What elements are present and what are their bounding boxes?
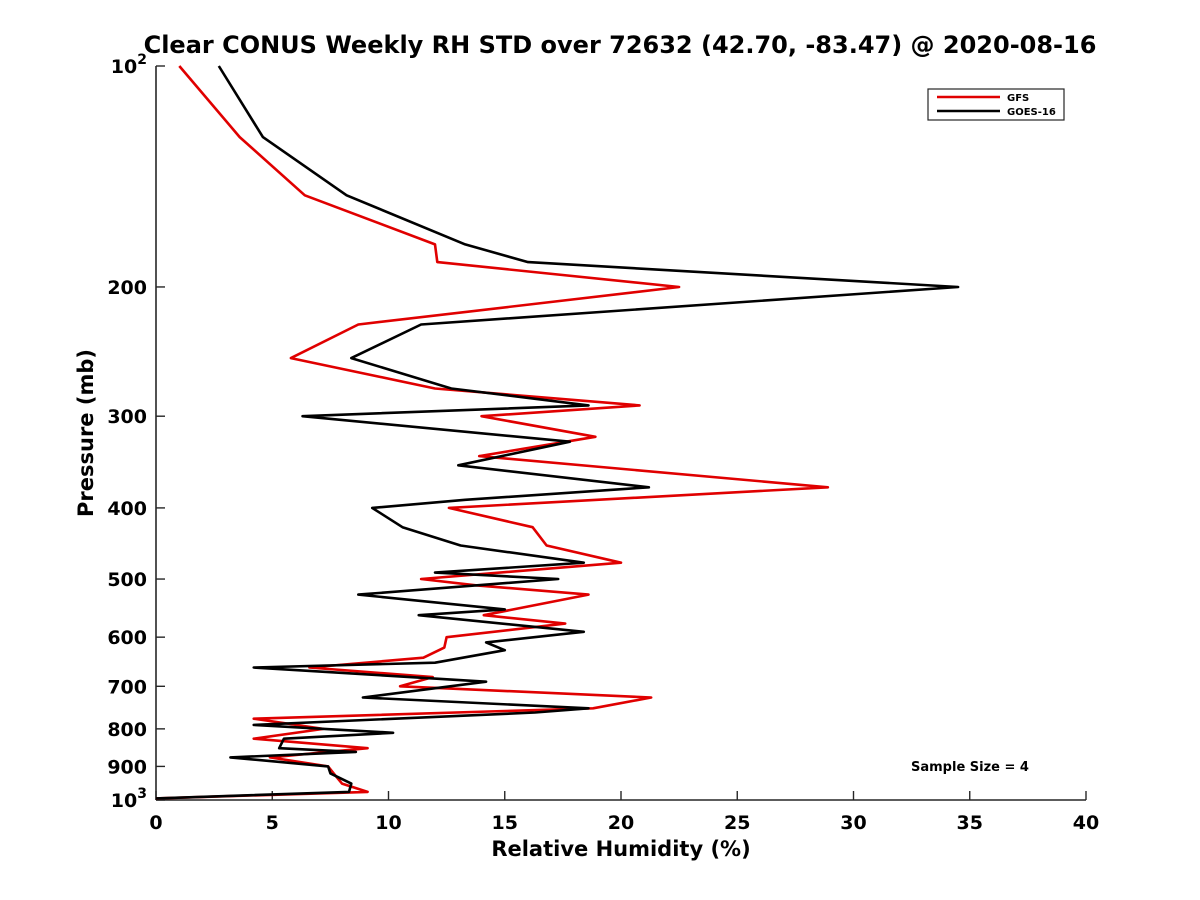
x-tick-label: 20: [608, 812, 634, 834]
legend-label-gfs: GFS: [1007, 93, 1029, 104]
y-tick-label: 800: [107, 719, 147, 741]
y-tick-label: 900: [107, 756, 147, 778]
plot-area: 0 5 10 15 20 25 30 35 40 10220030040050060070080…: [107, 52, 1099, 834]
y-tick-label: 102: [111, 52, 147, 78]
series-line-goes16: [155, 65, 960, 800]
x-tick-label: 5: [266, 812, 279, 834]
x-tick-label: 25: [724, 812, 750, 834]
y-tick-exponent: 3: [137, 786, 147, 802]
y-tick-label: 500: [107, 569, 147, 591]
legend-box: [927, 88, 1065, 121]
x-tick-label: 15: [492, 812, 518, 834]
legend-label-goes16: GOES-16: [1007, 107, 1056, 118]
y-axis-label: Pressure (mb): [74, 349, 98, 517]
y-tick-label: 103: [111, 786, 147, 812]
x-tick-label: 35: [957, 812, 983, 834]
y-tick-label: 300: [107, 406, 147, 428]
y-tick-label: 400: [107, 498, 147, 520]
legend: GFS GOES-16: [927, 88, 1065, 121]
y-tick-base: 10: [111, 56, 137, 78]
sample-size-annotation: Sample Size = 4: [911, 760, 1029, 775]
x-tick-label: 30: [840, 812, 866, 834]
chart-title: Clear CONUS Weekly RH STD over 72632 (42…: [144, 31, 1097, 59]
x-axis-label: Relative Humidity (%): [491, 837, 750, 861]
x-tick-label: 40: [1073, 812, 1099, 834]
y-tick-label: 700: [107, 676, 147, 698]
x-ticks: 0 5 10 15 20 25 30 35 40: [149, 791, 1099, 834]
y-tick-base: 10: [111, 790, 137, 812]
y-tick-label: 600: [107, 627, 147, 649]
y-tick-exponent: 2: [137, 52, 147, 68]
y-tick-label: 200: [107, 277, 147, 299]
series-group: [155, 65, 960, 800]
x-tick-label: 0: [149, 812, 162, 834]
x-tick-label: 10: [375, 812, 401, 834]
plot-background: [156, 66, 1086, 800]
series-line-gfs: [155, 65, 830, 800]
